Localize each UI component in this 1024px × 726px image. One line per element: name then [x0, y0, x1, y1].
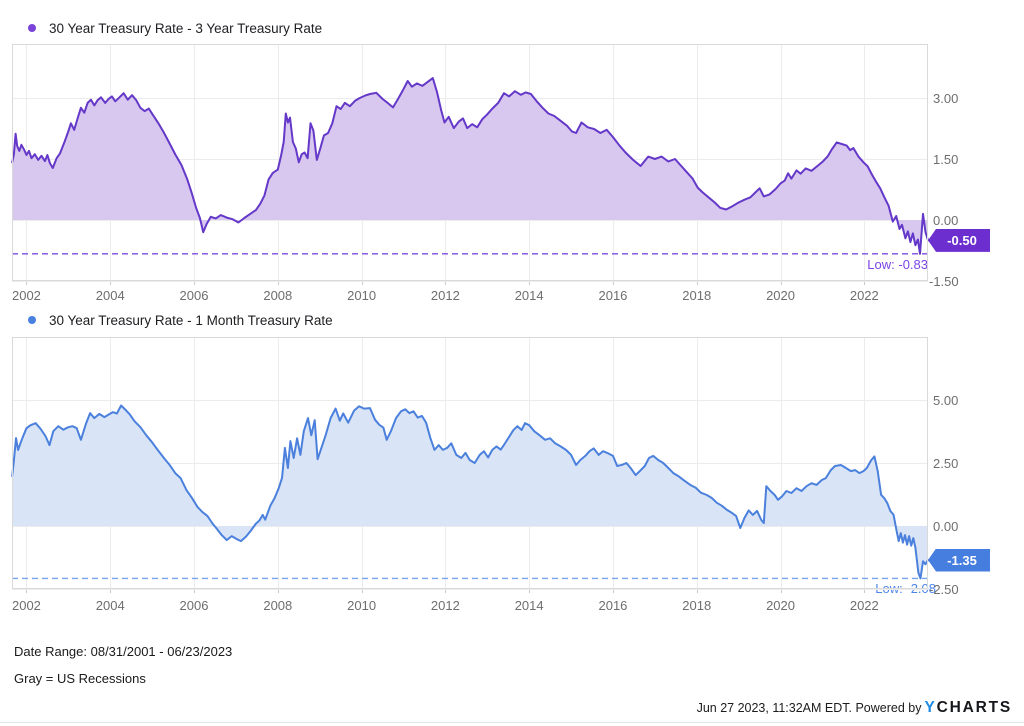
last-value-badge: -0.50: [928, 228, 990, 252]
y-axis-label: 1.50: [933, 152, 959, 168]
legend-label: 30 Year Treasury Rate - 1 Month Treasury…: [49, 312, 333, 328]
x-axis-label: 2002: [11, 598, 41, 613]
x-axis-label: 2020: [766, 598, 795, 613]
bottom-divider: [0, 722, 1024, 723]
x-axis-label: 2014: [514, 598, 544, 613]
ycharts-logo: YCHARTS: [924, 699, 1012, 717]
legend-spread-3y: 30 Year Treasury Rate - 3 Year Treasury …: [28, 20, 323, 36]
x-axis-label: 2010: [347, 598, 377, 613]
x-axis-label: 2020: [766, 288, 795, 303]
legend-label: 30 Year Treasury Rate - 3 Year Treasury …: [49, 20, 323, 36]
legend-dot-icon: [28, 24, 36, 32]
date-range-note: Date Range: 08/31/2001 - 06/23/2023: [14, 644, 233, 659]
timestamp: Jun 27 2023, 11:32AM EDT. Powered by: [696, 701, 922, 715]
legend-dot-icon: [28, 316, 36, 324]
x-axis-label: 2002: [11, 288, 41, 303]
x-axis-label: 2006: [179, 288, 209, 303]
y-axis-label: 5.00: [933, 393, 959, 408]
plot-area-1: [11, 337, 929, 593]
y-axis-label: -2.50: [929, 582, 959, 597]
x-axis-label: 2022: [849, 288, 879, 303]
x-axis-label: 2006: [179, 598, 209, 613]
x-axis-label: 2012: [430, 288, 460, 303]
y-axis-label: 2.50: [933, 456, 959, 471]
x-axis-label: 2016: [598, 288, 628, 303]
low-annotation: Low: -0.83: [867, 256, 928, 272]
x-axis-label: 2012: [430, 598, 460, 613]
recession-note: Gray = US Recessions: [14, 671, 146, 686]
y-axis-label: -1.50: [929, 274, 959, 289]
x-axis-label: 2008: [263, 598, 293, 613]
y-axis-label: 0.00: [933, 519, 959, 534]
plot-area-0: [11, 44, 929, 285]
x-axis-label: 2018: [682, 288, 712, 303]
x-axis-label: 2014: [514, 288, 544, 303]
y-axis-label: 0.00: [933, 213, 959, 229]
last-value-badge: -1.35: [928, 548, 990, 572]
x-axis-label: 2022: [849, 598, 879, 613]
x-axis-label: 2008: [263, 288, 293, 303]
x-axis-label: 2004: [95, 288, 125, 303]
x-axis-label: 2016: [598, 598, 628, 613]
ycharts-logo-y: Y: [924, 699, 937, 716]
x-axis-label: 2004: [95, 598, 125, 613]
x-axis-label: 2010: [347, 288, 377, 303]
y-axis-label: 3.00: [933, 91, 959, 107]
legend-spread-1m: 30 Year Treasury Rate - 1 Month Treasury…: [28, 312, 333, 328]
attribution: Jun 27 2023, 11:32AM EDT. Powered by YCH…: [697, 699, 1012, 717]
x-axis-label: 2018: [682, 598, 712, 613]
ycharts-logo-charts: CHARTS: [936, 699, 1012, 716]
